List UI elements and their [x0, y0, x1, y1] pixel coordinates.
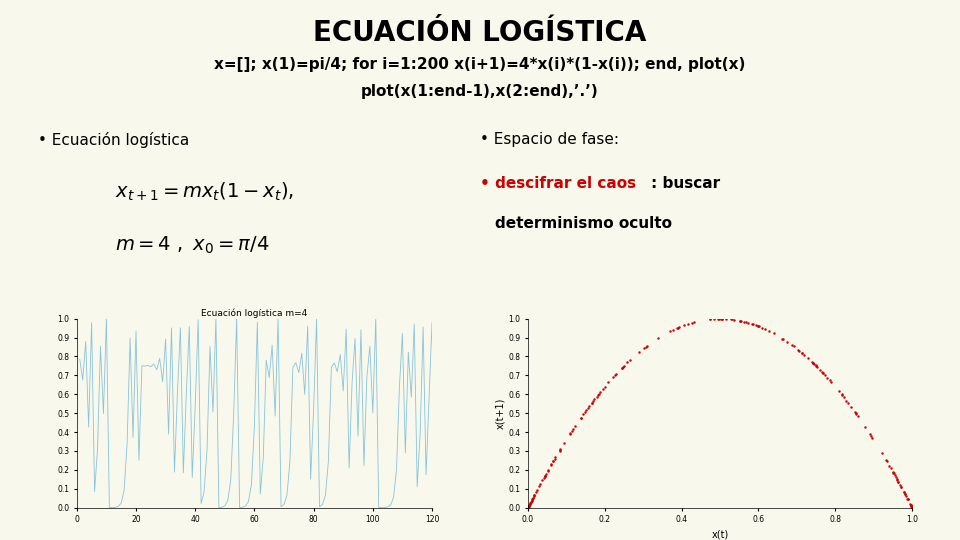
Text: $m = 4\ ,\ x_0 = \pi / 4$: $m = 4\ ,\ x_0 = \pi / 4$ [115, 235, 270, 256]
Text: ECUACIÓN LOGÍSTICA: ECUACIÓN LOGÍSTICA [313, 19, 647, 47]
Y-axis label: x(t+1): x(t+1) [495, 397, 506, 429]
X-axis label: x(t): x(t) [711, 530, 729, 540]
Text: plot(x(1:end-1),x(2:end),’.’): plot(x(1:end-1),x(2:end),’.’) [361, 84, 599, 99]
Text: determinismo oculto: determinismo oculto [495, 216, 672, 231]
Text: : buscar: : buscar [651, 176, 720, 191]
Title: Ecuación logística m=4: Ecuación logística m=4 [202, 308, 307, 318]
Text: • Espacio de fase:: • Espacio de fase: [480, 132, 619, 147]
Text: $x_{t+1} = mx_t\left(1-x_t\right),$: $x_{t+1} = mx_t\left(1-x_t\right),$ [115, 181, 294, 203]
Text: • Ecuación logística: • Ecuación logística [38, 132, 190, 149]
Text: x=[]; x(1)=pi/4; for i=1:200 x(i+1)=4*x(i)*(1-x(i)); end, plot(x): x=[]; x(1)=pi/4; for i=1:200 x(i+1)=4*x(… [214, 57, 746, 72]
Text: • descifrar el caos: • descifrar el caos [480, 176, 636, 191]
